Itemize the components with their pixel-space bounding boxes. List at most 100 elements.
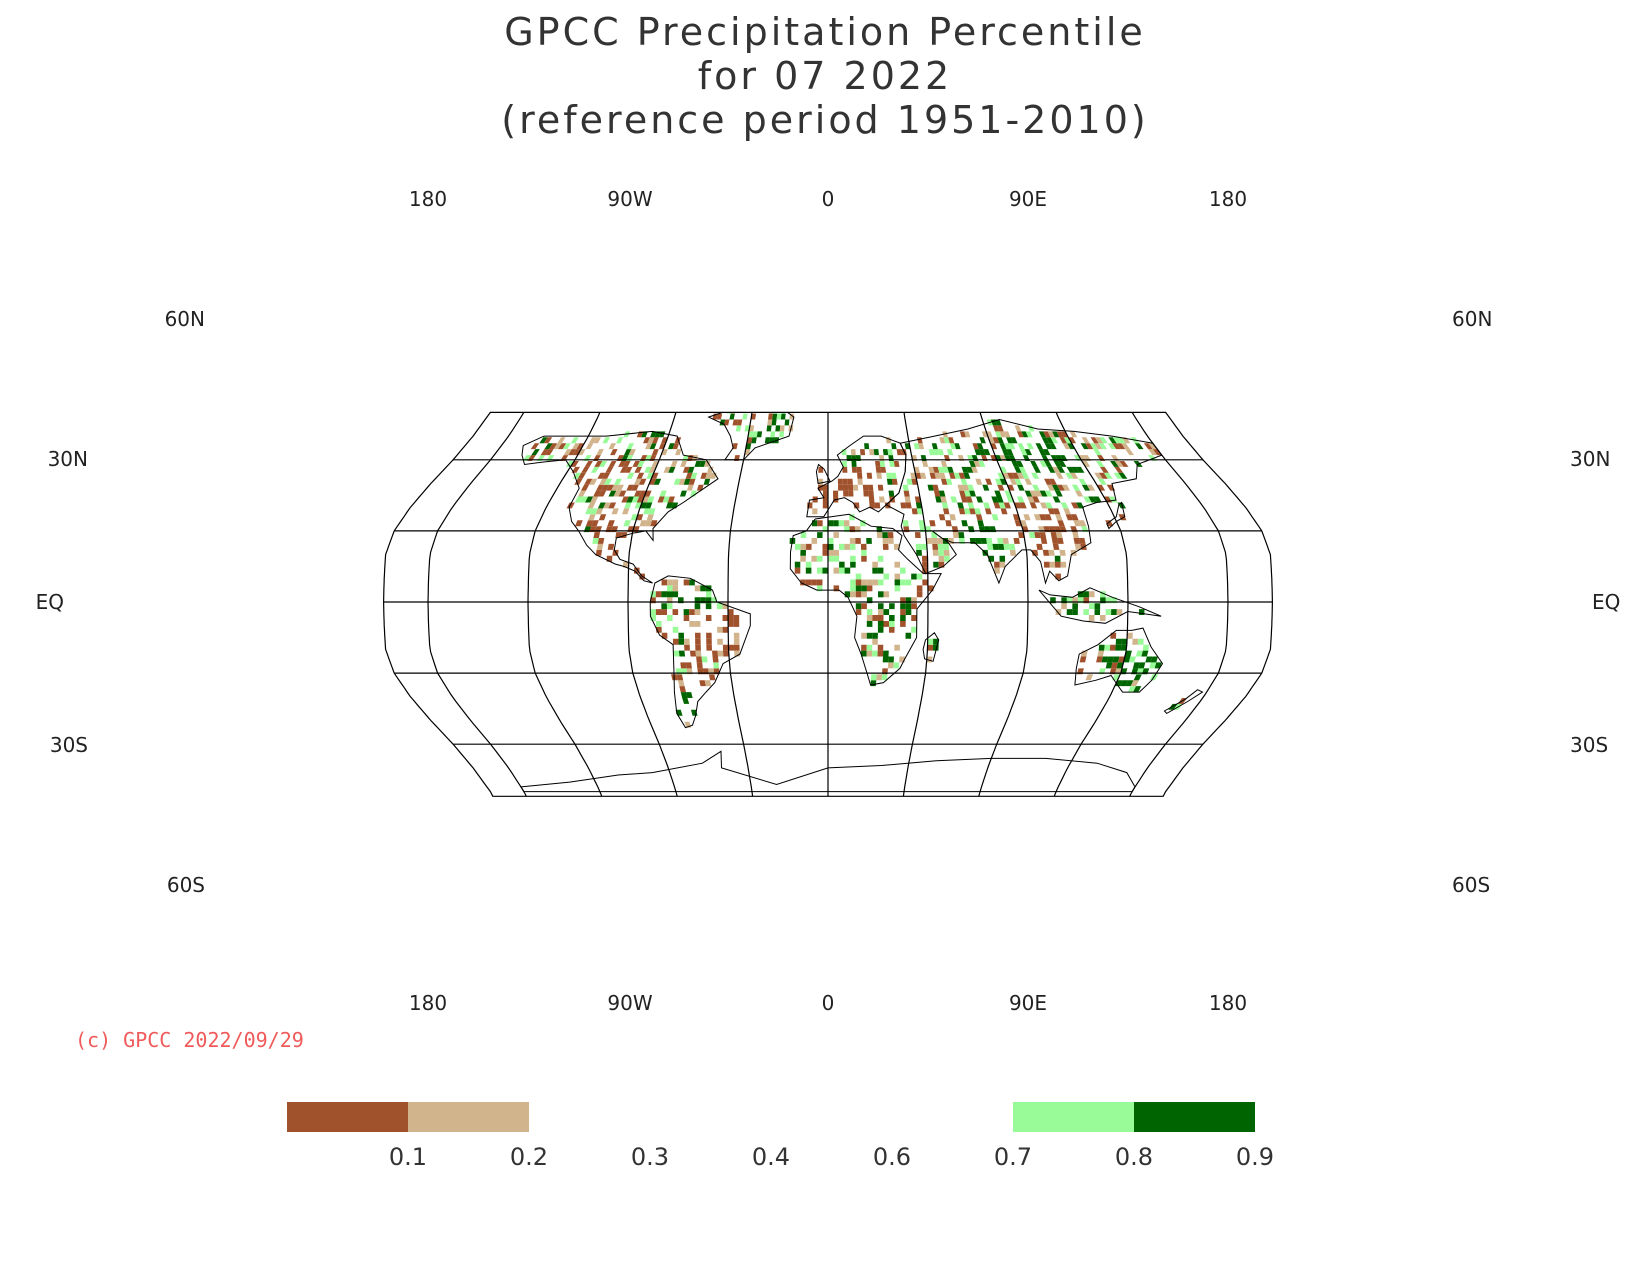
percentile-cell xyxy=(667,585,673,592)
percentile-cell xyxy=(593,437,602,444)
percentile-cell xyxy=(616,484,624,491)
percentile-cell xyxy=(959,431,966,438)
percentile-cell xyxy=(661,609,667,615)
percentile-cell xyxy=(1027,496,1035,503)
percentile-cell xyxy=(900,621,906,627)
percentile-cell xyxy=(622,461,631,467)
percentile-cell xyxy=(680,662,687,669)
percentile-cell xyxy=(1142,644,1149,651)
percentile-cell xyxy=(1089,603,1095,610)
percentile-cell xyxy=(850,561,856,568)
percentile-cell xyxy=(1078,538,1086,544)
percentile-cell xyxy=(888,538,894,544)
percentile-cell xyxy=(1073,520,1081,527)
percentile-cell xyxy=(694,603,701,610)
percentile-cell xyxy=(853,502,860,509)
percentile-cell xyxy=(963,472,971,479)
percentile-cell xyxy=(842,466,848,473)
percentile-cell xyxy=(1055,472,1064,479)
percentile-cell xyxy=(889,621,895,627)
coastline-asia xyxy=(885,418,1163,585)
lon-label-bottom-90e: 90E xyxy=(1009,991,1047,1015)
percentile-cell xyxy=(881,674,888,681)
percentile-cell xyxy=(875,461,881,467)
percentile-cell xyxy=(655,591,662,598)
percentile-cell xyxy=(678,478,686,485)
percentile-cell xyxy=(1016,472,1025,479)
percentile-cell xyxy=(928,449,935,456)
percentile-cell xyxy=(1061,484,1070,491)
percentile-cell xyxy=(1050,532,1058,538)
percentile-cell xyxy=(958,532,965,538)
percentile-cell xyxy=(1026,443,1034,450)
percentile-cell xyxy=(1048,478,1057,485)
lat-label-right-eq: EQ xyxy=(1592,590,1620,614)
percentile-cell xyxy=(806,543,812,550)
percentile-cell xyxy=(848,490,854,497)
percentile-cell xyxy=(1021,431,1029,438)
percentile-cell xyxy=(1143,443,1153,450)
percentile-cell xyxy=(683,609,690,615)
legend-tick-label: 0.7 xyxy=(994,1143,1032,1171)
legend-tick-label: 0.9 xyxy=(1236,1143,1274,1171)
percentile-cell xyxy=(623,520,631,527)
percentile-cell xyxy=(1039,502,1048,509)
percentile-cell xyxy=(900,502,907,509)
percentile-cell xyxy=(877,484,884,491)
percentile-cell xyxy=(1103,472,1113,479)
percentile-cell xyxy=(976,443,984,450)
percentile-cell xyxy=(689,621,695,627)
percentile-cell xyxy=(938,555,945,562)
percentile-cell xyxy=(1095,461,1105,467)
percentile-cell xyxy=(1016,496,1025,503)
percentile-cell xyxy=(900,609,906,615)
percentile-cell xyxy=(1016,461,1024,467)
percentile-cell xyxy=(916,549,922,556)
percentile-cell xyxy=(1065,472,1074,479)
percentile-cell xyxy=(704,461,711,467)
percentile-cell xyxy=(588,514,596,521)
percentile-cell xyxy=(916,585,923,592)
percentile-cell xyxy=(927,484,934,491)
percentile-cell xyxy=(705,591,712,598)
percentile-cell xyxy=(694,609,701,615)
percentile-cell xyxy=(816,555,823,562)
percentile-cell xyxy=(661,603,667,610)
percentile-cell xyxy=(656,621,662,627)
percentile-cell xyxy=(911,615,917,621)
percentile-cell xyxy=(1003,431,1011,438)
percentile-cell xyxy=(855,609,862,615)
percentile-cell xyxy=(997,437,1004,444)
percentile-cell xyxy=(1052,508,1061,515)
percentile-cell xyxy=(943,549,950,556)
percentile-cell xyxy=(766,425,772,432)
percentile-cell xyxy=(1063,508,1071,515)
percentile-cell xyxy=(1039,532,1047,538)
percentile-cell xyxy=(933,449,940,456)
percentile-cell xyxy=(1088,591,1095,598)
percentile-cell xyxy=(937,543,944,550)
percentile-cell xyxy=(958,508,966,515)
percentile-cell xyxy=(844,567,851,574)
percentile-cell xyxy=(887,532,894,538)
percentile-cell xyxy=(1099,615,1106,621)
percentile-cell xyxy=(894,579,901,586)
percentile-cell xyxy=(886,472,892,479)
percentile-cell xyxy=(585,443,594,450)
percentile-cell xyxy=(1111,662,1118,669)
percentile-cell xyxy=(794,567,801,574)
percentile-cell xyxy=(1133,686,1142,693)
percentile-cell xyxy=(1080,443,1089,450)
percentile-cell xyxy=(603,502,611,509)
percentile-cell xyxy=(1125,680,1134,687)
percentile-cell xyxy=(1116,662,1124,669)
percentile-cell xyxy=(1074,543,1082,550)
percentile-cell xyxy=(607,520,615,527)
percentile-cell xyxy=(672,579,679,586)
percentile-cell xyxy=(648,478,657,485)
percentile-cell xyxy=(689,579,695,586)
percentile-cell xyxy=(917,437,923,444)
percentile-cell xyxy=(868,490,874,497)
percentile-cell xyxy=(838,520,845,527)
percentile-cell xyxy=(1024,478,1033,485)
